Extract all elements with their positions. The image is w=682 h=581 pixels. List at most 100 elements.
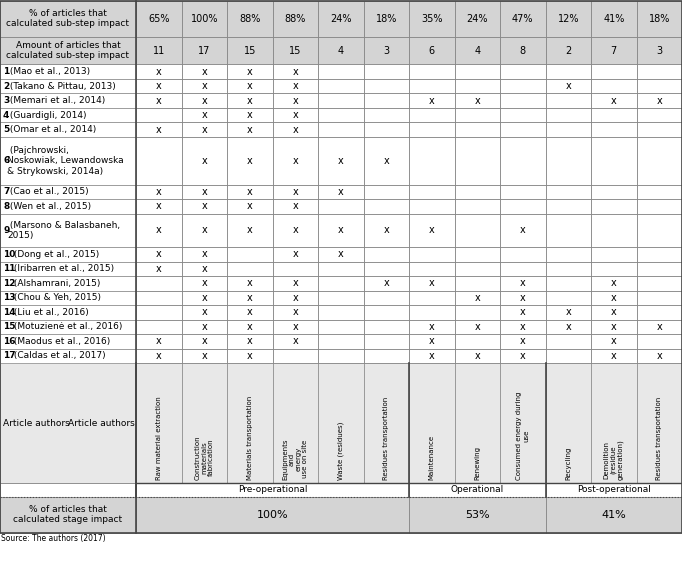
Text: x: x xyxy=(247,225,252,235)
Bar xyxy=(409,199,454,214)
Bar xyxy=(454,290,500,305)
Bar xyxy=(181,64,227,79)
Bar xyxy=(591,64,636,79)
Text: x: x xyxy=(201,95,207,106)
Text: 2: 2 xyxy=(3,81,10,91)
Bar xyxy=(227,290,273,305)
Bar xyxy=(136,199,181,214)
Text: x: x xyxy=(611,95,617,106)
Bar xyxy=(273,261,318,276)
Bar xyxy=(454,247,500,261)
Bar xyxy=(500,290,546,305)
Bar xyxy=(227,349,273,363)
Text: x: x xyxy=(293,322,298,332)
Bar xyxy=(591,137,636,185)
Text: 14: 14 xyxy=(3,308,16,317)
Bar xyxy=(273,305,318,320)
Bar xyxy=(409,185,454,199)
Bar xyxy=(181,108,227,122)
Bar xyxy=(136,290,181,305)
Bar xyxy=(546,320,591,334)
Text: x: x xyxy=(247,67,252,77)
Bar xyxy=(227,261,273,276)
Text: 13: 13 xyxy=(3,293,16,302)
Text: Waste (residues): Waste (residues) xyxy=(338,422,344,480)
Bar xyxy=(227,214,273,247)
Bar xyxy=(227,305,273,320)
Bar xyxy=(500,122,546,137)
Bar xyxy=(409,199,454,214)
Bar xyxy=(364,349,409,363)
Bar xyxy=(181,94,227,108)
Bar xyxy=(636,37,682,64)
Bar xyxy=(546,483,682,497)
Bar xyxy=(318,214,364,247)
Text: (Wen et al., 2015): (Wen et al., 2015) xyxy=(8,202,91,211)
Text: x: x xyxy=(201,110,207,120)
Bar xyxy=(591,290,636,305)
Bar xyxy=(0,497,136,533)
Text: x: x xyxy=(611,351,617,361)
Bar xyxy=(364,37,409,64)
Bar xyxy=(227,185,273,199)
Bar xyxy=(181,261,227,276)
Bar xyxy=(454,79,500,94)
Bar xyxy=(636,305,682,320)
Bar xyxy=(181,1,227,37)
Bar xyxy=(364,1,409,37)
Bar xyxy=(227,185,273,199)
Bar xyxy=(181,290,227,305)
Text: (Omar et al., 2014): (Omar et al., 2014) xyxy=(8,125,96,134)
Text: 24%: 24% xyxy=(330,13,351,24)
Bar xyxy=(181,305,227,320)
Bar xyxy=(136,305,181,320)
Bar xyxy=(136,247,181,261)
Bar xyxy=(364,261,409,276)
Text: x: x xyxy=(520,225,526,235)
Bar xyxy=(409,497,546,533)
Bar xyxy=(591,305,636,320)
Bar xyxy=(500,64,546,79)
Text: 65%: 65% xyxy=(148,13,170,24)
Bar xyxy=(364,334,409,349)
Bar xyxy=(0,483,136,497)
Text: x: x xyxy=(293,202,298,211)
Bar xyxy=(227,94,273,108)
Bar xyxy=(364,305,409,320)
Text: x: x xyxy=(383,278,389,288)
Bar xyxy=(364,247,409,261)
Bar xyxy=(454,64,500,79)
Bar xyxy=(364,137,409,185)
Text: x: x xyxy=(201,67,207,77)
Bar xyxy=(318,64,364,79)
Bar xyxy=(591,247,636,261)
Bar xyxy=(454,94,500,108)
Bar xyxy=(136,1,181,37)
Text: 8: 8 xyxy=(3,202,10,211)
Text: 1: 1 xyxy=(3,67,10,76)
Bar xyxy=(136,64,181,79)
Bar xyxy=(546,334,591,349)
Bar xyxy=(546,199,591,214)
Bar xyxy=(136,137,181,185)
Bar xyxy=(500,137,546,185)
Bar xyxy=(181,334,227,349)
Text: x: x xyxy=(338,156,344,166)
Bar xyxy=(364,261,409,276)
Bar xyxy=(227,79,273,94)
Bar xyxy=(591,122,636,137)
Bar xyxy=(273,108,318,122)
Bar xyxy=(136,185,181,199)
Text: (Chou & Yeh, 2015): (Chou & Yeh, 2015) xyxy=(12,293,102,302)
Bar xyxy=(409,247,454,261)
Bar xyxy=(454,320,500,334)
Text: Demolition
(residue
generation): Demolition (residue generation) xyxy=(604,439,624,480)
Bar xyxy=(136,79,181,94)
Bar xyxy=(273,185,318,199)
Bar xyxy=(409,363,454,483)
Bar xyxy=(636,349,682,363)
Bar xyxy=(181,185,227,199)
Bar xyxy=(136,199,181,214)
Bar xyxy=(318,290,364,305)
Bar xyxy=(454,247,500,261)
